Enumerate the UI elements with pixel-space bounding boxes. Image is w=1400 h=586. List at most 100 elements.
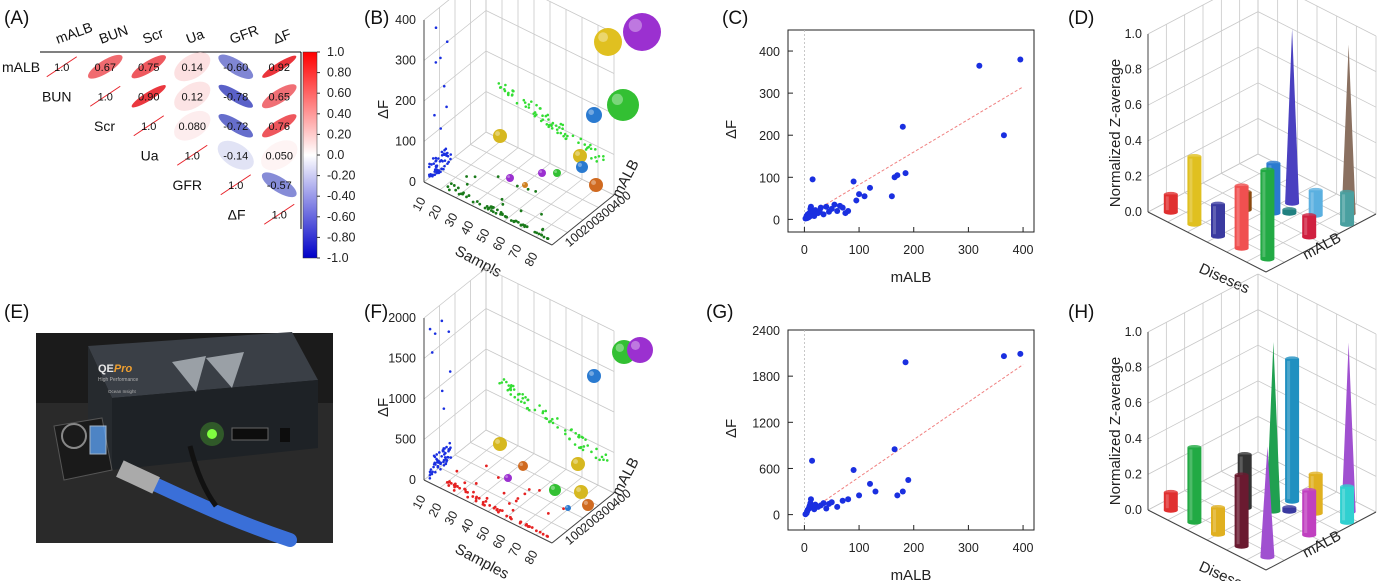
back-wall-point [595,160,599,163]
data-sphere [506,174,514,182]
floor-point [512,220,516,224]
back-wall-point [602,154,605,158]
z-tick-label: 0 [409,175,416,189]
back-wall-point [586,146,589,150]
floor-point [526,187,530,191]
left-wall-point [429,468,433,471]
floor-point [534,189,538,193]
correlation-value: 1.0 [272,209,287,221]
floor-point [466,495,470,499]
correlation-value: 0.65 [269,91,290,103]
correlation-value: -0.14 [223,150,248,162]
data-point [856,191,863,198]
panel-label-c: (C) [722,8,748,29]
back-wall-point [564,137,568,141]
plot-frame [787,329,1035,531]
data-point [809,457,816,464]
cylinder-bar [1340,486,1355,523]
back-wall-point [527,106,531,109]
left-wall-point [448,370,452,373]
left-wall-point [448,441,452,445]
correlation-ellipse [174,110,211,141]
floor-point [496,175,500,179]
sphere-highlight [495,131,500,136]
back-wall-point [602,458,605,461]
back-wall-point [544,409,548,413]
z-tick-label: 0.6 [1125,396,1142,410]
back-wall-point [535,113,538,116]
left-wall-point [430,174,433,178]
cylinder-top [1302,488,1317,493]
cylinder-base [1340,221,1355,227]
floor-point [514,499,518,503]
fit-line [804,86,1024,218]
left-wall-point [449,153,453,156]
left-wall-point [430,351,434,354]
cylinder-shine [1165,494,1169,509]
left-wall-point [440,167,443,171]
floor-point [538,488,541,492]
floor-point [546,237,550,241]
floor-point [474,482,478,485]
z-tick-label: 0.8 [1125,63,1142,77]
back-wall-point [579,446,583,449]
floor-point [538,530,542,534]
cylinder-bar [1234,185,1249,249]
floor-point [458,486,462,490]
floor-point [527,488,531,491]
back-wall-point [573,443,577,446]
cylinder-top [1163,191,1178,197]
x-tick-label: 100 [849,243,870,257]
floor-point [446,185,450,189]
cylinder-shine [1165,196,1169,211]
floor-point [495,208,499,212]
diagonal-ellipse [89,85,121,107]
floor-grid-line [454,156,584,221]
back-wall-point [528,408,531,412]
data-sphere [518,461,528,471]
floor-point [473,175,477,179]
data-point [872,488,879,495]
correlation-ellipse [262,114,297,138]
correlation-ellipse [131,85,166,108]
back-wall-point [595,447,598,451]
left-wall-point [439,467,442,471]
back-wall-point [586,444,590,447]
floor-grid-line [454,454,584,519]
sphere-highlight [575,151,580,156]
correlation-ellipse [131,55,166,79]
floor-point [546,511,550,515]
cuvette [89,425,107,455]
cylinder-base [1211,233,1225,239]
fiber-cable [143,475,297,547]
left-wall-point [446,151,449,155]
sphere-highlight [554,170,557,174]
x-axis-label: mALB [891,567,932,581]
x-tick-label: 20 [426,501,445,520]
floor-point [542,235,546,239]
cylinder-top [1187,154,1202,160]
floor-grid-line [439,169,568,233]
cylinder-base [1260,256,1275,262]
data-sphere [589,178,603,192]
left-wall-point [438,451,441,454]
fit-line [804,364,1024,516]
cylinder-bar [1163,194,1178,213]
left-wall-point [430,163,433,166]
back-wall-point [526,398,529,402]
x-tick-label: 70 [506,540,525,559]
data-point [905,477,912,483]
floor-point [509,516,512,519]
sphere-highlight [591,180,596,185]
cylinder-shine [1236,187,1240,247]
floor-point [507,502,511,505]
floor-point [485,496,489,500]
diagonal-ellipse [176,144,208,166]
data-point [899,123,906,130]
cylinder-shine [1189,449,1193,521]
back-wall-point [593,148,597,151]
data-point [831,201,838,208]
left-wall-point [434,164,438,168]
